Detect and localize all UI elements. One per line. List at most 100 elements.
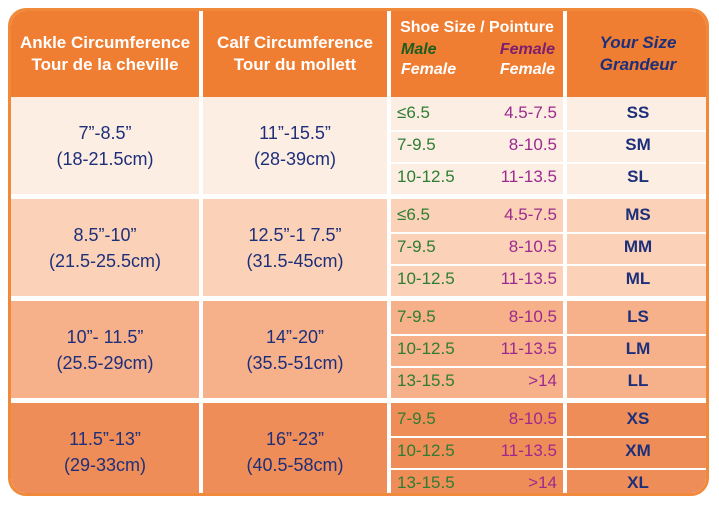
band-separator	[11, 194, 706, 199]
male-shoe-size: 10-12.5	[397, 339, 455, 358]
male-shoe-size: 7-9.5	[397, 307, 436, 326]
shoe-size-row: 7-9.5 8-10.5	[391, 233, 563, 264]
your-size-header: Your Size Grandeur	[567, 11, 706, 97]
size-code-row: SL	[567, 163, 706, 194]
size-band: 10”- 11.5” (25.5-29cm) 14”-20” (35.5-51cm) 7…	[11, 301, 706, 398]
size-code-row: XM	[567, 437, 706, 468]
female-shoe-size: 4.5-7.5	[504, 103, 557, 122]
calf-range-cm: (31.5-45cm)	[246, 250, 344, 271]
calf-range-cell: 16”-23” (40.5-58cm)	[203, 403, 387, 493]
female-label: Female	[499, 41, 555, 58]
male-shoe-size: ≤6.5	[397, 205, 430, 224]
ankle-range-cm: (25.5-29cm)	[56, 352, 154, 373]
ankle-range-in: 7”-8.5”	[78, 122, 132, 143]
size-band: 8.5”-10” (21.5-25.5cm) 12.5”-1 7.5” (31.5-4…	[11, 199, 706, 296]
male-shoe-size: 13-15.5	[397, 371, 455, 390]
size-code-row: XL	[567, 469, 706, 493]
row-divider	[391, 130, 706, 132]
ankle-range-cell: 10”- 11.5” (25.5-29cm)	[11, 301, 199, 398]
row-divider	[391, 162, 706, 164]
size-code: LS	[627, 307, 649, 326]
ankle-range-cm: (21.5-25.5cm)	[48, 250, 162, 271]
band-separator	[11, 296, 706, 301]
calf-range-cell: 14”-20” (35.5-51cm)	[203, 301, 387, 398]
ankle-range-cell: 11.5”-13” (29-33cm)	[11, 403, 199, 493]
size-code: MM	[623, 237, 653, 256]
row-divider	[391, 264, 706, 266]
size-band: 7”-8.5” (18-21.5cm) 11”-15.5” (28-39cm) ≤6.5…	[11, 97, 706, 194]
female-shoe-size: 11-13.5	[500, 339, 557, 358]
ankle-range-cm: (29-33cm)	[63, 454, 147, 475]
size-code-row: SM	[567, 131, 706, 162]
row-divider	[391, 366, 706, 368]
band-separator	[11, 398, 706, 403]
shoe-size-row: 7-9.5 8-10.5	[391, 303, 563, 334]
size-chart-table: Ankle Circumference Tour de la cheville …	[8, 8, 709, 496]
size-code-row: LM	[567, 335, 706, 366]
shoe-size-row: 7-9.5 8-10.5	[391, 131, 563, 162]
size-code-row: LL	[567, 367, 706, 398]
calf-range-in: 14”-20”	[265, 326, 325, 347]
size-code: SL	[627, 167, 649, 186]
size-code-row: SS	[567, 99, 706, 130]
calf-header-fr: Tour du mollett	[233, 55, 357, 74]
ankle-range-cm: (18-21.5cm)	[56, 148, 154, 169]
size-code: ML	[625, 269, 651, 288]
calf-range-in: 16”-23”	[265, 428, 325, 449]
calf-range-cm: (40.5-58cm)	[246, 454, 344, 475]
male-shoe-size: 10-12.5	[397, 441, 455, 460]
ankle-range-cell: 7”-8.5” (18-21.5cm)	[11, 97, 199, 194]
female-sub-right: Female	[499, 61, 555, 78]
female-shoe-size: 8-10.5	[508, 307, 557, 326]
shoe-size-row: 10-12.5 11-13.5	[391, 335, 563, 366]
calf-range-in: 12.5”-1 7.5”	[248, 224, 342, 245]
male-label: Male	[401, 41, 437, 58]
female-shoe-size: 11-13.5	[500, 269, 557, 288]
female-shoe-size: >14	[528, 371, 557, 390]
size-code: SS	[626, 103, 650, 122]
calf-range-cell: 11”-15.5” (28-39cm)	[203, 97, 387, 194]
your-size-fr: Grandeur	[599, 55, 677, 74]
row-divider	[391, 436, 706, 438]
male-shoe-size: 10-12.5	[397, 167, 455, 186]
your-size-en: Your Size	[599, 33, 677, 52]
calf-range-in: 11”-15.5”	[259, 122, 331, 143]
size-code: XM	[625, 441, 651, 460]
female-shoe-size: 8-10.5	[508, 409, 557, 428]
size-band: 11.5”-13” (29-33cm) 16”-23” (40.5-58cm) 7-9.…	[11, 403, 706, 493]
size-code: XS	[626, 409, 650, 428]
female-shoe-size: 11-13.5	[500, 167, 557, 186]
size-code-row: MM	[567, 233, 706, 264]
size-code-row: MS	[567, 201, 706, 232]
column-divider	[563, 11, 567, 493]
ankle-header-en: Ankle Circumference	[19, 33, 191, 52]
column-divider	[199, 11, 203, 493]
male-shoe-size: 7-9.5	[397, 409, 436, 428]
calf-range-cm: (35.5-51cm)	[246, 352, 344, 373]
shoe-size-row: ≤6.5 4.5-7.5	[391, 201, 563, 232]
male-shoe-size: 7-9.5	[397, 237, 436, 256]
size-code: LM	[625, 339, 651, 358]
male-shoe-size: 10-12.5	[397, 269, 455, 288]
shoe-size-row: 7-9.5 8-10.5	[391, 405, 563, 436]
shoe-size-row: 10-12.5 11-13.5	[391, 163, 563, 194]
row-divider	[391, 468, 706, 470]
male-shoe-size: 7-9.5	[397, 135, 436, 154]
table-header: Ankle Circumference Tour de la cheville …	[11, 11, 706, 97]
shoe-size-title: Shoe Size / Pointure	[400, 19, 554, 36]
shoe-size-row: ≤6.5 4.5-7.5	[391, 99, 563, 130]
calf-header: Calf Circumference Tour du mollett	[203, 11, 387, 97]
calf-range-cell: 12.5”-1 7.5” (31.5-45cm)	[203, 199, 387, 296]
ankle-range-in: 11.5”-13”	[69, 428, 141, 449]
size-code-row: LS	[567, 303, 706, 334]
size-code: XL	[627, 473, 649, 492]
calf-range-cm: (28-39cm)	[253, 148, 337, 169]
column-divider	[387, 11, 391, 493]
ankle-range-in: 10”- 11.5”	[66, 326, 144, 347]
female-shoe-size: 4.5-7.5	[504, 205, 557, 224]
female-sub-left: Female	[401, 61, 457, 78]
ankle-header-fr: Tour de la cheville	[31, 55, 179, 74]
size-code: LL	[627, 371, 649, 390]
male-shoe-size: 13-15.5	[397, 473, 455, 492]
size-code: SM	[625, 135, 651, 154]
